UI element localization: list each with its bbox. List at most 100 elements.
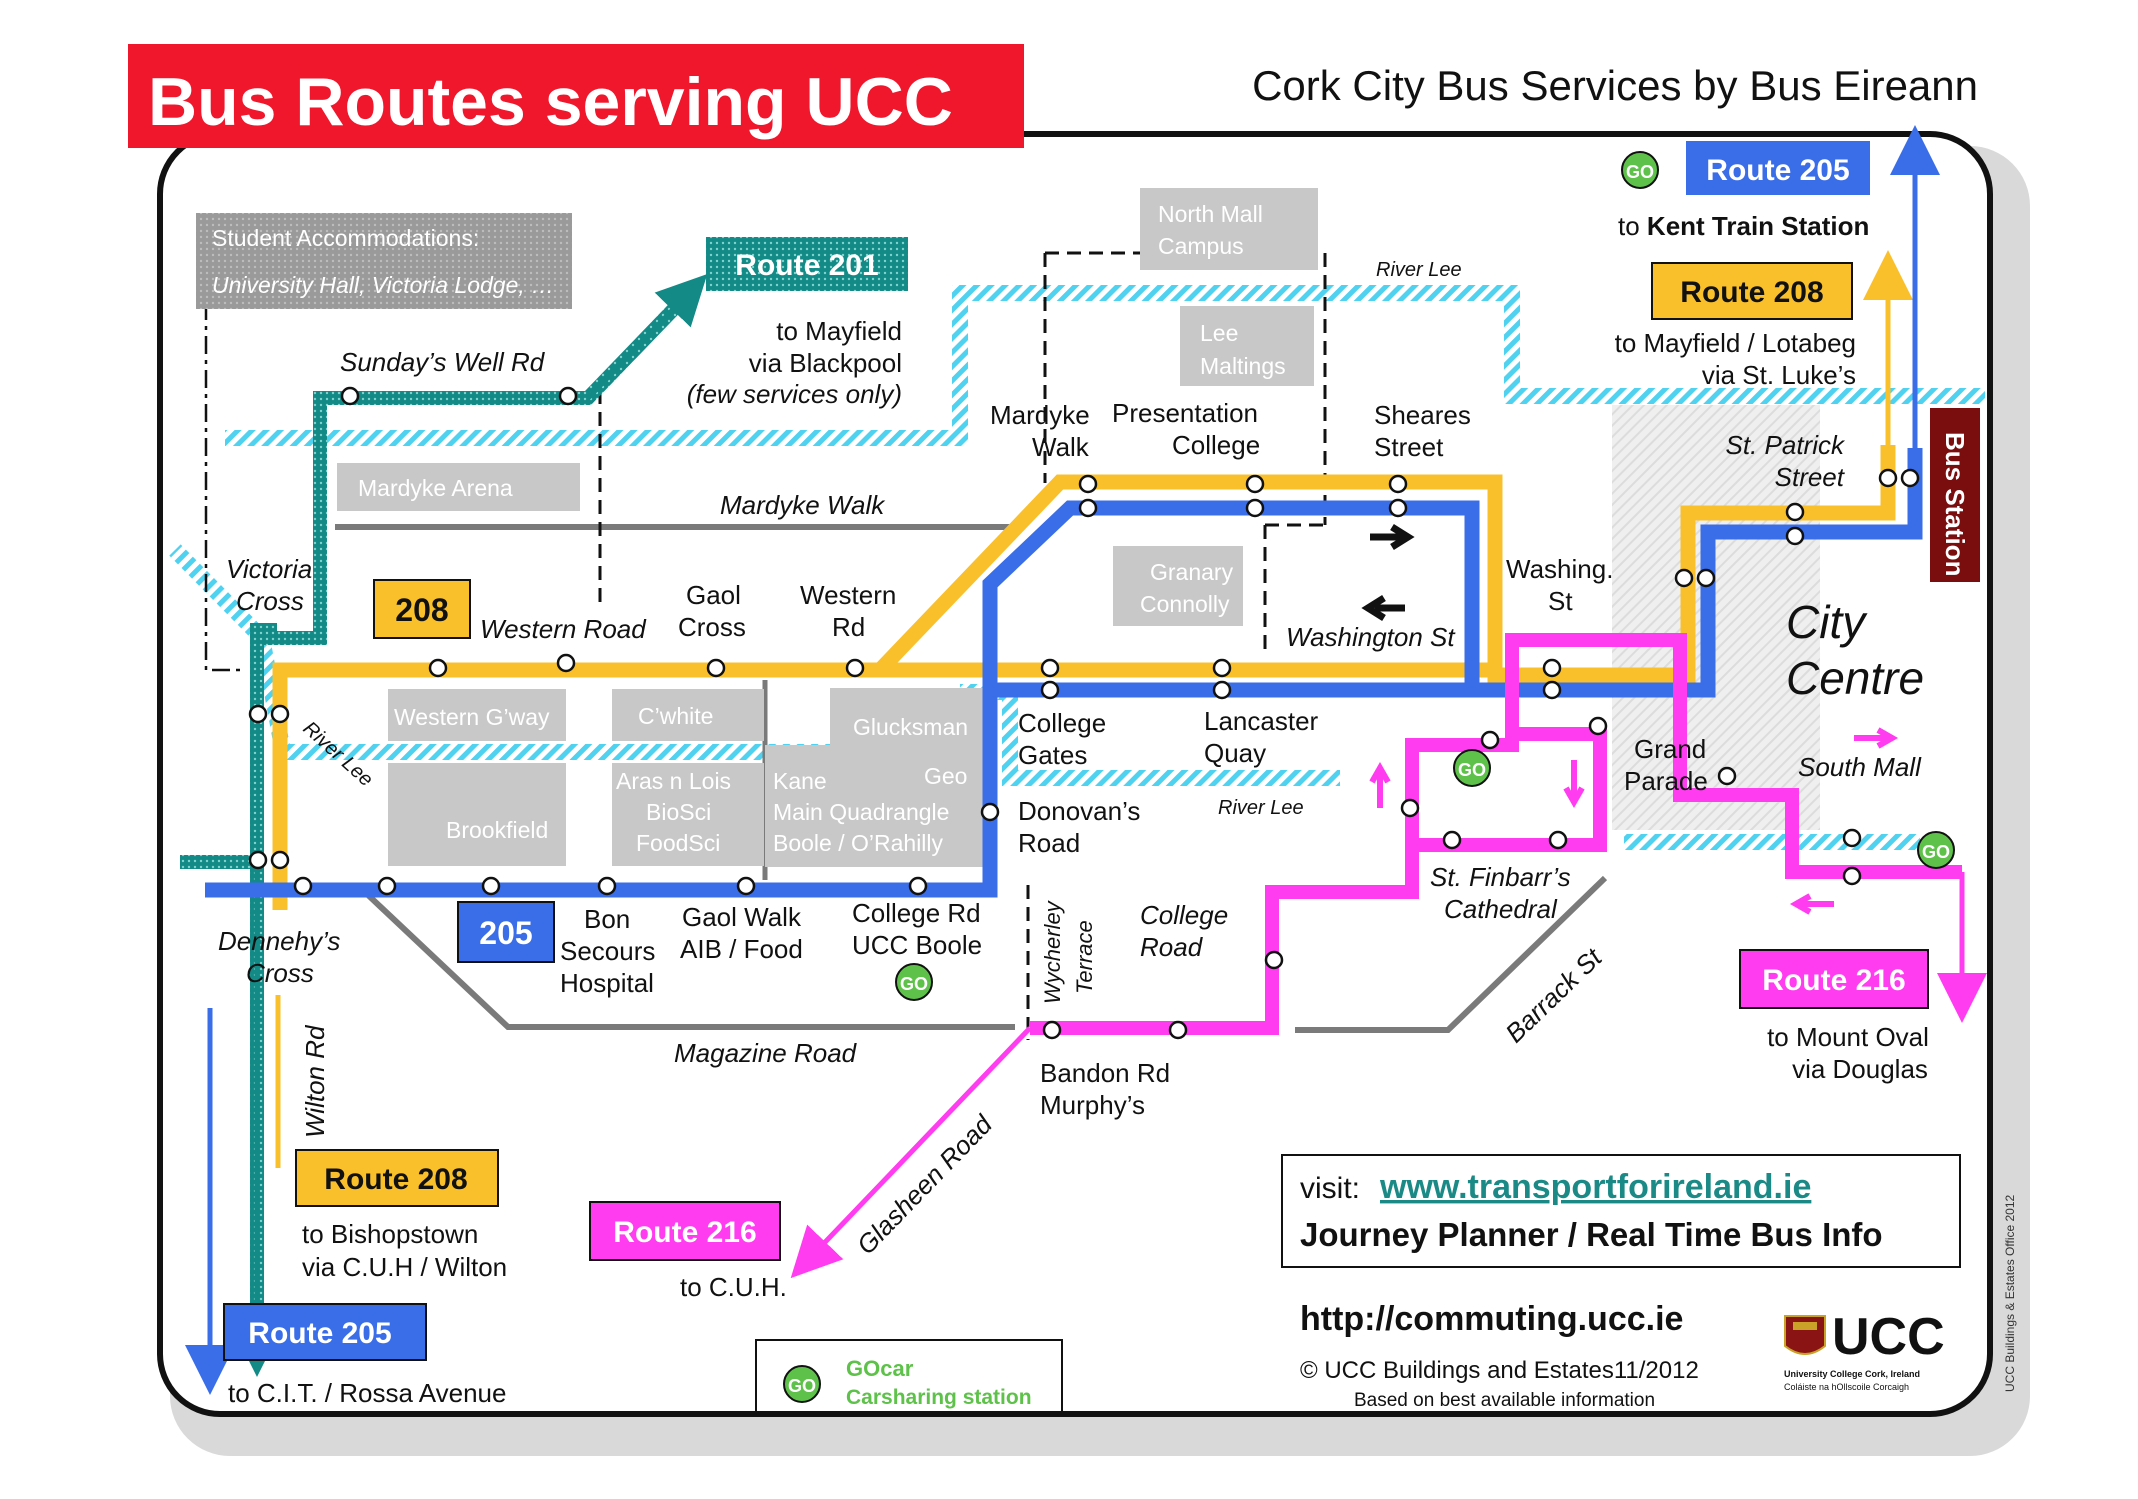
dashed-path-north-mall	[1043, 251, 1327, 652]
label-grand-parade-2: Parade	[1624, 766, 1708, 796]
svg-text:Western G’way: Western G’way	[394, 704, 550, 730]
label-college-road-2: Road	[1140, 932, 1204, 962]
label-wilton-rd: Wilton Rd	[300, 1024, 330, 1138]
mag-left-arrow-icon	[1789, 893, 1834, 915]
route-216-right-label: Route 216	[1739, 949, 1929, 1009]
label-wycherley-1: Wycherley	[1040, 899, 1065, 1004]
bus-stop	[1674, 568, 1694, 588]
svg-text:North Mall: North Mall	[1158, 201, 1263, 227]
bus-stop	[1842, 866, 1862, 886]
svg-text:Kane: Kane	[773, 768, 827, 794]
river-lee-south-channel-east	[1002, 688, 1340, 786]
label-dennehys-2: Cross	[246, 958, 314, 988]
svg-text:BioSci: BioSci	[646, 799, 711, 825]
label-college-rd-2: UCC Boole	[852, 930, 982, 960]
lee-maltings-box: Lee Maltings	[1180, 306, 1314, 386]
gocar-icon: GO	[1917, 831, 1955, 869]
route-216-cuh-arrow	[790, 1026, 1032, 1279]
route-201-dest-3: (few services only)	[687, 379, 902, 409]
svg-text:GO: GO	[1458, 760, 1486, 780]
label-river-lee-mid: River Lee	[1218, 797, 1304, 819]
bus-stop	[1842, 828, 1862, 848]
bus-stop	[1168, 1020, 1188, 1040]
arrow-right-icon	[1370, 524, 1415, 550]
label-grand-parade-1: Grand	[1634, 734, 1706, 764]
route-208-top-label: Route 208	[1651, 262, 1853, 320]
bus-stop	[270, 850, 290, 870]
svg-text:Aras n Lois: Aras n Lois	[616, 768, 731, 794]
visit-prefix: visit:	[1300, 1172, 1360, 1205]
route-216-right-dest-1: to Mount Oval	[1767, 1022, 1929, 1052]
svg-text:GO: GO	[1626, 162, 1654, 182]
gocar-legend-icon: GO	[783, 1365, 821, 1403]
svg-text:University Hall, Victoria Lodg: University Hall, Victoria Lodge, …	[212, 272, 554, 298]
label-presentation-2: College	[1172, 430, 1260, 460]
route-205-bottom-dest: to C.I.T. / Rossa Avenue	[228, 1378, 506, 1408]
svg-text:Granary: Granary	[1150, 559, 1234, 585]
info-box	[1281, 1154, 1961, 1268]
bus-stop	[377, 876, 397, 896]
label-bon-2: Secours	[560, 936, 655, 966]
svg-text:Geo: Geo	[924, 763, 967, 789]
bus-stop	[1717, 766, 1737, 786]
route-201-dest-2: via Blackpool	[749, 348, 902, 378]
transportforireland-link[interactable]: www.transportforireland.ie	[1379, 1168, 1811, 1206]
cwhite-box: C’white	[612, 689, 764, 741]
route-216-right-dest-2: via Douglas	[1792, 1054, 1928, 1084]
route-201-arrow	[586, 273, 708, 400]
label-sundays-well: Sunday’s Well Rd	[340, 347, 546, 377]
barrack-street-road	[1295, 875, 1608, 1033]
gocar-icon: GO	[1621, 151, 1659, 189]
bus-stop	[908, 876, 928, 896]
svg-text:Connolly: Connolly	[1140, 591, 1230, 617]
commuting-link[interactable]: http://commuting.ucc.ie	[1300, 1300, 1683, 1338]
bus-stop	[1400, 798, 1420, 818]
label-sheares-2: Street	[1374, 432, 1444, 462]
bus-stop	[1078, 474, 1098, 494]
route-201-dest-1: to Mayfield	[776, 316, 902, 346]
svg-text:Student Accommodations:: Student Accommodations:	[212, 225, 479, 251]
bus-stop	[1878, 468, 1898, 488]
bus-stop	[1245, 498, 1265, 518]
label-lancaster-1: Lancaster	[1204, 706, 1319, 736]
label-donovans-2: Road	[1018, 828, 1080, 858]
route-205-top-label: Route 205	[1686, 141, 1870, 195]
bus-stop	[1588, 716, 1608, 736]
label-st-finbarrs-1: St. Finbarr’s	[1430, 862, 1571, 892]
bus-stop	[1212, 680, 1232, 700]
svg-text:Route 208: Route 208	[324, 1163, 467, 1196]
svg-text:Bus Station: Bus Station	[1940, 432, 1970, 576]
student-accommodations-box: Student Accommodations: University Hall,…	[196, 213, 572, 309]
svg-text:Maltings: Maltings	[1200, 353, 1286, 379]
label-st-finbarrs-2: Cathedral	[1444, 894, 1558, 924]
bus-stop	[1042, 1020, 1062, 1040]
mag-right-arrow-icon	[1854, 727, 1899, 749]
route-208-bottom-dest-2: via C.U.H / Wilton	[302, 1252, 507, 1282]
main-quadrangle-box: Glucksman Kane Geo Main Quadrangle Boole…	[765, 688, 983, 867]
bus-stop	[340, 386, 360, 406]
bus-stop	[1388, 498, 1408, 518]
granary-connolly-box: Granary Connolly	[1113, 546, 1243, 626]
route-208-badge: 208	[373, 579, 471, 639]
svg-text:C’white: C’white	[638, 703, 713, 729]
svg-text:Route 205: Route 205	[1706, 154, 1849, 187]
bus-stop	[556, 653, 576, 673]
bus-stop	[980, 802, 1000, 822]
based-on-text: Based on best available information	[1354, 1390, 1655, 1411]
svg-text:Coláiste na hOllscoile Corcaig: Coláiste na hOllscoile Corcaigh	[1784, 1382, 1909, 1392]
dashed-path-student-accom	[204, 302, 240, 672]
bus-stop	[1785, 502, 1805, 522]
bus-stops	[248, 386, 1920, 1040]
label-college-gates-2: Gates	[1018, 740, 1087, 770]
label-city-centre-2: Centre	[1786, 652, 1924, 704]
label-college-gates-1: College	[1018, 708, 1106, 738]
route-205-top-dest: to Kent Train Station	[1618, 211, 1869, 241]
route-205-bottom-label: Route 205	[223, 1303, 427, 1361]
bus-stop	[558, 386, 578, 406]
svg-text:208: 208	[395, 592, 448, 628]
route-208-top-dest-2: via St. Luke’s	[1702, 360, 1856, 390]
label-washing-2: St	[1548, 586, 1573, 616]
label-st-patrick-2: Street	[1775, 462, 1846, 492]
magazine-road	[365, 892, 1015, 1030]
